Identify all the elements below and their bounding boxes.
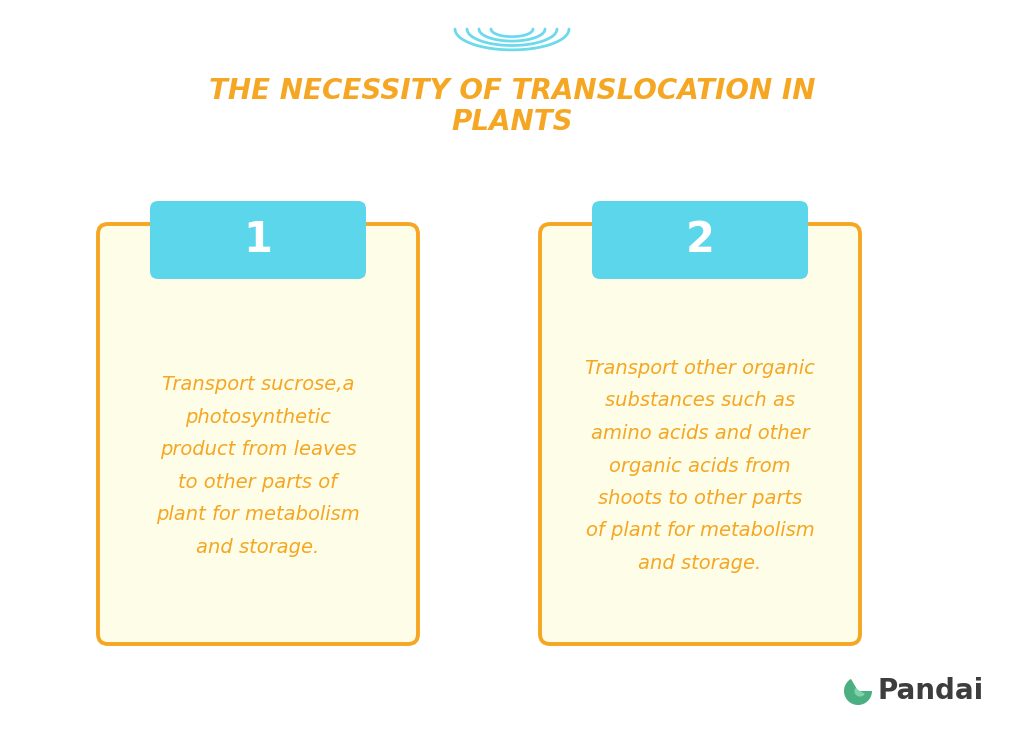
Text: Pandai: Pandai — [878, 677, 984, 705]
Text: THE NECESSITY OF TRANSLOCATION IN: THE NECESSITY OF TRANSLOCATION IN — [209, 77, 815, 105]
Polygon shape — [854, 688, 865, 697]
FancyBboxPatch shape — [150, 201, 366, 279]
Text: PLANTS: PLANTS — [452, 108, 572, 136]
Text: 1: 1 — [244, 219, 272, 261]
FancyBboxPatch shape — [592, 201, 808, 279]
FancyBboxPatch shape — [540, 224, 860, 644]
Text: Transport sucrose,a
photosynthetic
product from leaves
to other parts of
plant f: Transport sucrose,a photosynthetic produ… — [156, 375, 359, 556]
Text: Transport other organic
substances such as
amino acids and other
organic acids f: Transport other organic substances such … — [585, 359, 815, 573]
FancyBboxPatch shape — [98, 224, 418, 644]
Text: 2: 2 — [685, 219, 715, 261]
Polygon shape — [844, 679, 872, 705]
